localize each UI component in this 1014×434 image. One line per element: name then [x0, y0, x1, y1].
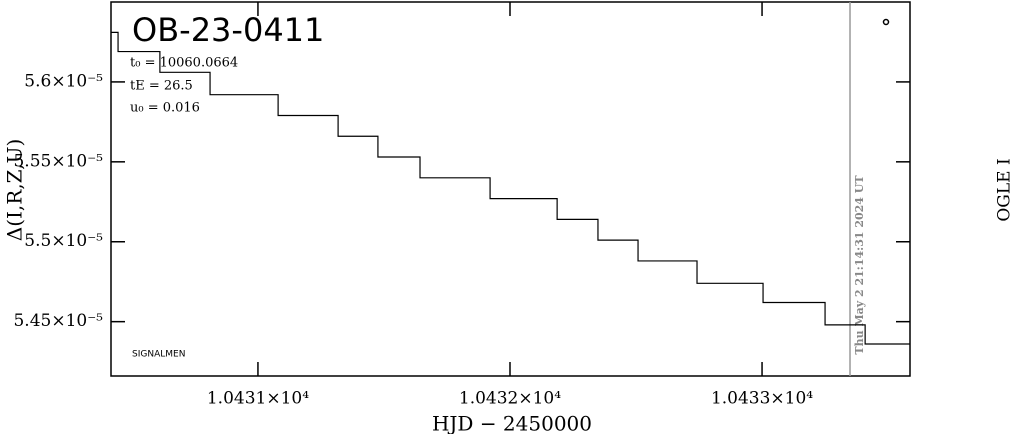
y-axis-label: Δ(I,R,Z,U): [3, 139, 27, 241]
y-tick-label: 5.6×10⁻⁵: [24, 71, 103, 91]
y-tick-label: 5.45×10⁻⁵: [13, 311, 103, 331]
note: SIGNALMEN: [132, 350, 185, 360]
data-line: [111, 31, 910, 345]
chart-title: OB-23-0411: [132, 11, 324, 49]
marker-symbol: [882, 18, 890, 26]
right-label: OGLE I: [995, 158, 1014, 221]
y-tick-label: 5.55×10⁻⁵: [13, 151, 103, 171]
timestamp: Thu May 2 21:14:31 2024 UT: [853, 175, 866, 355]
param: t₀ = 10060.0664: [130, 56, 238, 71]
x-tick-label: 1.0433×10⁴: [711, 389, 813, 409]
x-tick-label: 1.0432×10⁴: [459, 389, 561, 409]
y-tick-label: 5.5×10⁻⁵: [24, 231, 103, 251]
param: u₀ = 0.016: [130, 101, 200, 116]
x-axis-label: HJD − 2450000: [432, 412, 592, 434]
x-tick-label: 1.0431×10⁴: [207, 389, 309, 409]
param: tE = 26.5: [130, 79, 193, 94]
